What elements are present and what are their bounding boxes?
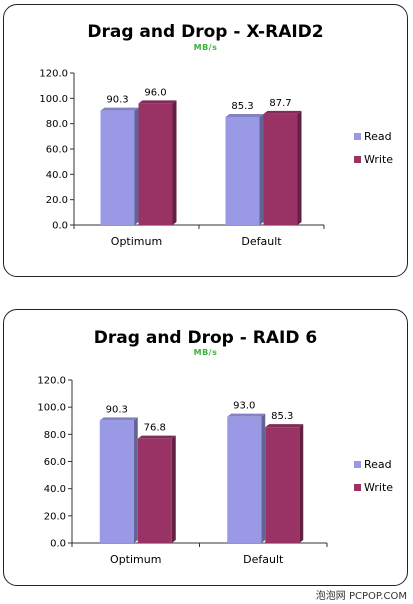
y-tick-label: 0.0 — [50, 539, 66, 550]
data-label: 93.0 — [233, 401, 255, 412]
chart-unit-label: MB/s — [193, 348, 218, 357]
data-label: 76.8 — [144, 423, 166, 434]
x-category-label: Default — [243, 553, 284, 566]
y-tick-label: 100.0 — [37, 403, 66, 414]
bar-chart-xraid2: 0.0 20.0 40.0 60.0 80.0 100.0 120.0 90.3 96.0 Opt… — [39, 69, 393, 249]
legend-swatch-write — [354, 484, 361, 491]
data-label: 85.3 — [231, 101, 253, 112]
bar-top — [100, 107, 139, 111]
bar-top — [99, 417, 138, 421]
y-tick-label: 40.0 — [44, 484, 66, 495]
data-label: 90.3 — [106, 95, 128, 106]
chart-panel-raid6: Drag and Drop - RAID 6 MB/s 0.0 20.0 40.0 6… — [3, 309, 408, 586]
chart-title: Drag and Drop - RAID 6 — [93, 328, 318, 348]
bar-side — [133, 417, 138, 543]
chart-panel-xraid2: Drag and Drop - X-RAID2 MB/s 0.0 20.0 40.0… — [3, 4, 408, 277]
legend-label-read: Read — [364, 458, 392, 471]
bar-write-optimum — [137, 438, 172, 543]
bar-top — [263, 110, 302, 114]
data-label: 96.0 — [144, 87, 166, 98]
bar-read-optimum — [99, 420, 134, 543]
data-label: 85.3 — [271, 411, 293, 422]
legend-label-read: Read — [364, 130, 392, 143]
chart-title: Drag and Drop - X-RAID2 — [87, 22, 324, 42]
legend-swatch-read — [354, 133, 361, 140]
watermark: 泡泡网 PCPOP.COM — [315, 591, 407, 602]
x-category-label: Default — [241, 235, 282, 248]
data-label: 87.7 — [269, 98, 291, 109]
bar-chart-raid6: 0.0 20.0 40.0 60.0 80.0 100.0 120.0 90.3 76.8 Opt… — [37, 376, 393, 567]
y-tick-label: 60.0 — [44, 457, 66, 468]
bar-side — [171, 435, 176, 543]
legend-swatch-read — [354, 461, 361, 468]
legend-label-write: Write — [364, 153, 393, 166]
chart-unit-label: MB/s — [193, 43, 218, 52]
bar-side — [134, 107, 139, 225]
x-category-label: Optimum — [110, 553, 161, 566]
bar-top — [137, 435, 176, 439]
legend-label-write: Write — [364, 481, 393, 494]
y-tick-label: 0.0 — [52, 221, 68, 232]
bar-side — [261, 413, 266, 543]
bar-side — [172, 100, 177, 225]
legend-swatch-write — [354, 156, 361, 163]
bar-side — [259, 113, 264, 225]
y-tick-label: 120.0 — [37, 376, 66, 387]
y-tick-label: 40.0 — [46, 170, 68, 181]
bar-side — [297, 110, 302, 225]
bar-top — [225, 113, 264, 117]
bar-top — [227, 413, 266, 417]
bar-write-default — [265, 427, 300, 543]
data-label: 90.3 — [106, 404, 128, 415]
y-tick-label: 60.0 — [46, 145, 68, 156]
bar-read-optimum — [100, 110, 135, 225]
bar-read-default — [225, 116, 260, 225]
bar-write-default — [263, 113, 298, 225]
y-tick-label: 120.0 — [39, 69, 68, 80]
y-tick-label: 100.0 — [39, 94, 68, 105]
x-category-label: Optimum — [111, 235, 162, 248]
y-tick-label: 20.0 — [44, 511, 66, 522]
bar-write-optimum — [138, 103, 173, 225]
y-tick-label: 80.0 — [46, 119, 68, 130]
y-tick-label: 80.0 — [44, 430, 66, 441]
bar-read-default — [227, 416, 262, 543]
y-tick-label: 20.0 — [46, 195, 68, 206]
bar-top — [265, 424, 304, 428]
bar-side — [299, 424, 304, 543]
bar-top — [138, 100, 177, 104]
